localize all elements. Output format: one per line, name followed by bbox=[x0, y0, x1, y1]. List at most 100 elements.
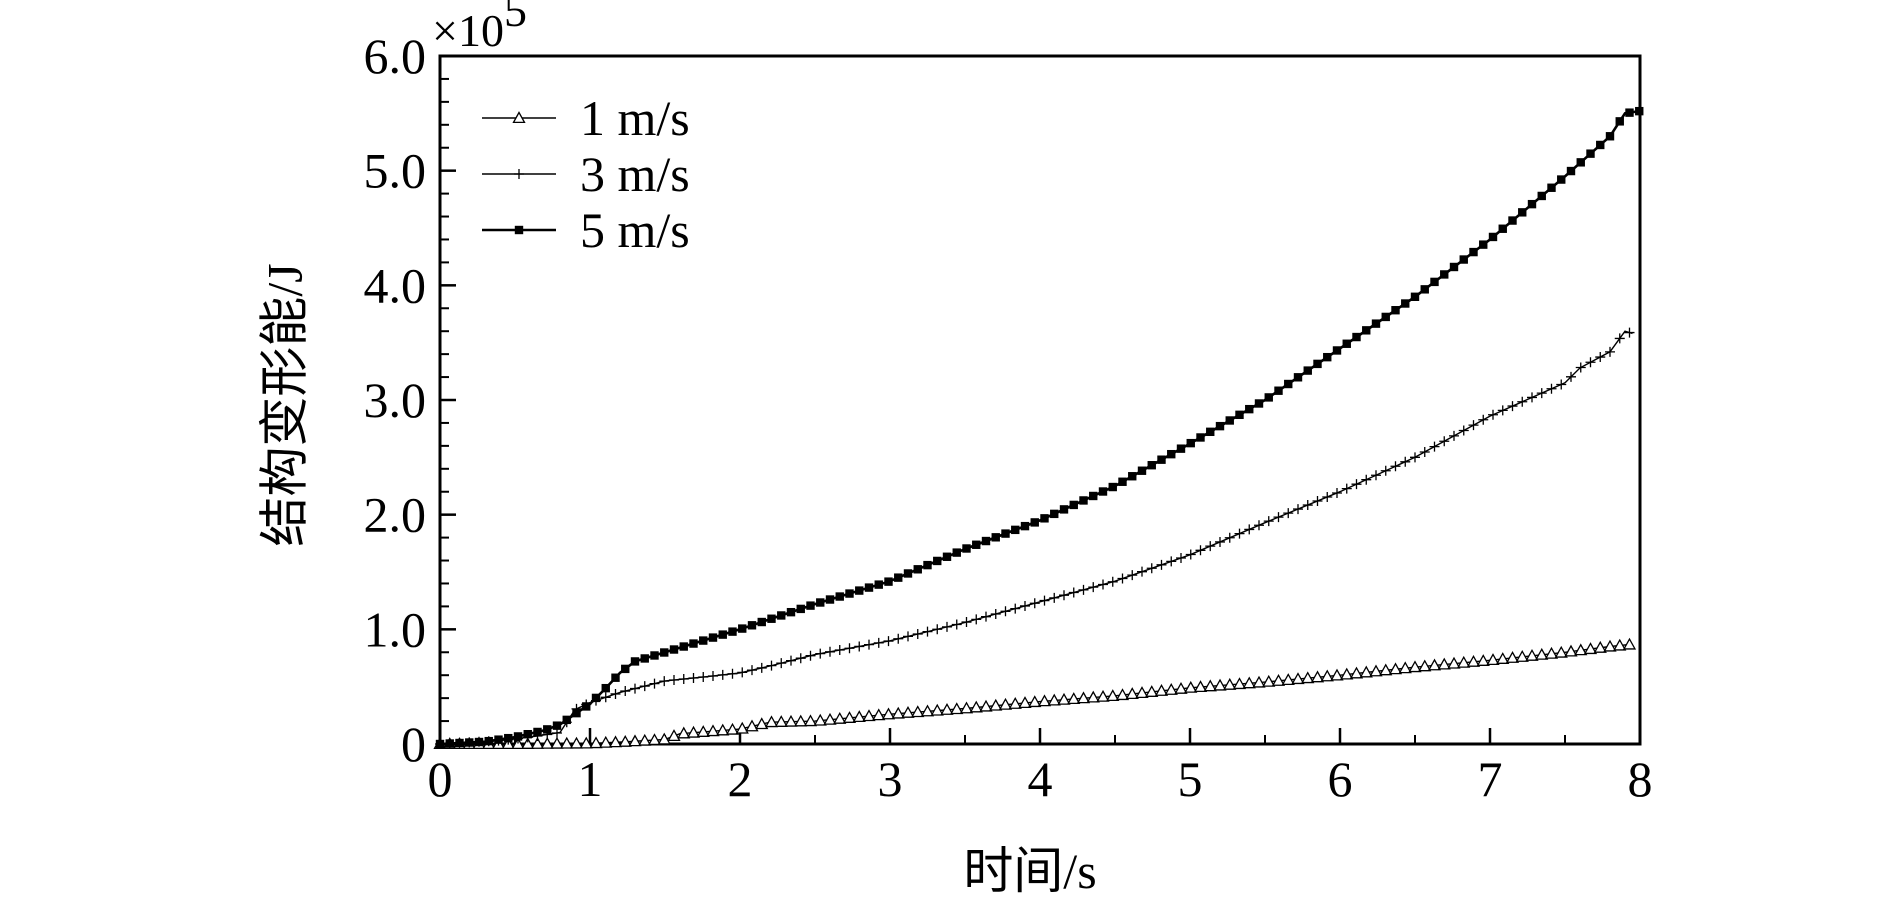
data-point bbox=[1437, 657, 1451, 670]
y-axis-label: 结构变形能/J bbox=[256, 263, 312, 546]
data-point bbox=[1380, 465, 1391, 476]
data-point bbox=[706, 724, 720, 737]
data-point bbox=[784, 714, 798, 727]
data-point bbox=[1390, 461, 1401, 472]
data-point bbox=[560, 736, 574, 749]
data-point bbox=[601, 683, 610, 693]
data-point bbox=[1273, 512, 1284, 523]
data-point bbox=[1254, 520, 1264, 531]
data-point bbox=[523, 729, 532, 739]
data-point bbox=[657, 732, 671, 745]
data-point bbox=[1341, 483, 1352, 494]
data-point bbox=[942, 621, 952, 632]
data-point bbox=[1614, 333, 1625, 344]
data-point bbox=[1067, 692, 1081, 705]
data-point bbox=[543, 725, 552, 734]
data-point bbox=[862, 709, 876, 722]
data-point bbox=[864, 583, 874, 592]
data-point bbox=[845, 589, 854, 598]
data-point bbox=[1564, 644, 1578, 657]
data-point bbox=[1544, 646, 1559, 659]
data-point bbox=[1381, 312, 1390, 322]
data-point bbox=[930, 703, 944, 716]
data-point bbox=[855, 586, 864, 595]
data-point bbox=[1574, 643, 1588, 656]
data-point bbox=[806, 601, 815, 610]
data-point bbox=[981, 611, 991, 622]
data-point bbox=[1624, 327, 1635, 338]
data-point bbox=[1361, 474, 1372, 485]
data-point bbox=[1459, 255, 1468, 264]
data-point bbox=[1566, 371, 1576, 382]
data-point bbox=[579, 736, 593, 749]
data-point bbox=[1137, 566, 1147, 577]
data-point bbox=[872, 708, 886, 721]
data-point bbox=[572, 708, 581, 718]
data-point bbox=[708, 671, 718, 682]
data-point bbox=[1252, 675, 1266, 688]
data-point bbox=[1320, 669, 1334, 682]
data-point bbox=[1049, 592, 1060, 603]
data-point bbox=[833, 711, 847, 724]
x-tick-label: 3 bbox=[878, 751, 903, 807]
data-point bbox=[474, 737, 484, 747]
x-tick-label: 7 bbox=[1478, 751, 1503, 807]
data-point bbox=[884, 577, 893, 586]
data-point bbox=[533, 727, 542, 737]
data-point bbox=[608, 735, 623, 748]
data-point bbox=[825, 646, 835, 657]
data-point bbox=[1557, 175, 1566, 184]
data-point bbox=[1037, 694, 1052, 707]
data-point bbox=[1449, 262, 1459, 272]
data-point bbox=[766, 660, 777, 671]
legend-item: 3 m/s bbox=[482, 146, 690, 202]
data-point bbox=[1419, 446, 1430, 457]
data-point bbox=[1008, 697, 1022, 709]
data-point bbox=[1078, 584, 1089, 595]
data-point bbox=[1271, 674, 1286, 686]
x-tick-label: 8 bbox=[1628, 751, 1653, 807]
data-point bbox=[1068, 587, 1079, 598]
data-point bbox=[1224, 532, 1235, 543]
data-point bbox=[1225, 416, 1234, 425]
data-point bbox=[1076, 691, 1091, 704]
data-point bbox=[621, 664, 630, 674]
data-point bbox=[903, 569, 913, 578]
data-point bbox=[777, 611, 786, 620]
data-point bbox=[1400, 456, 1411, 467]
data-point bbox=[521, 737, 535, 749]
data-point bbox=[1127, 570, 1138, 581]
data-point bbox=[1203, 679, 1217, 692]
data-point bbox=[1349, 666, 1364, 679]
data-point bbox=[1575, 362, 1586, 373]
data-point bbox=[1232, 677, 1247, 690]
data-point bbox=[618, 734, 632, 747]
data-point bbox=[1536, 388, 1547, 399]
data-point bbox=[942, 552, 952, 561]
data-point bbox=[669, 645, 679, 654]
series-layer bbox=[433, 106, 1644, 750]
data-point bbox=[852, 710, 866, 723]
data-point bbox=[640, 654, 649, 663]
data-point bbox=[1274, 386, 1283, 395]
legend-label: 1 m/s bbox=[580, 90, 690, 146]
data-point bbox=[1525, 648, 1539, 661]
data-point bbox=[1517, 396, 1528, 407]
data-point bbox=[610, 688, 621, 699]
data-point bbox=[569, 736, 584, 749]
data-point bbox=[1332, 346, 1342, 355]
data-point bbox=[842, 711, 857, 723]
data-point bbox=[1507, 401, 1518, 412]
data-point bbox=[815, 648, 826, 659]
y-tick-label: 0 bbox=[401, 716, 426, 772]
data-point bbox=[998, 697, 1013, 710]
x-tick-label: 5 bbox=[1178, 751, 1203, 807]
data-point bbox=[1028, 695, 1042, 708]
data-point bbox=[1145, 685, 1159, 697]
data-point bbox=[796, 604, 805, 614]
data-point bbox=[932, 624, 943, 635]
data-point bbox=[1362, 326, 1371, 335]
data-point bbox=[1059, 590, 1069, 601]
x-tick-label: 6 bbox=[1328, 751, 1353, 807]
data-point bbox=[552, 721, 562, 730]
